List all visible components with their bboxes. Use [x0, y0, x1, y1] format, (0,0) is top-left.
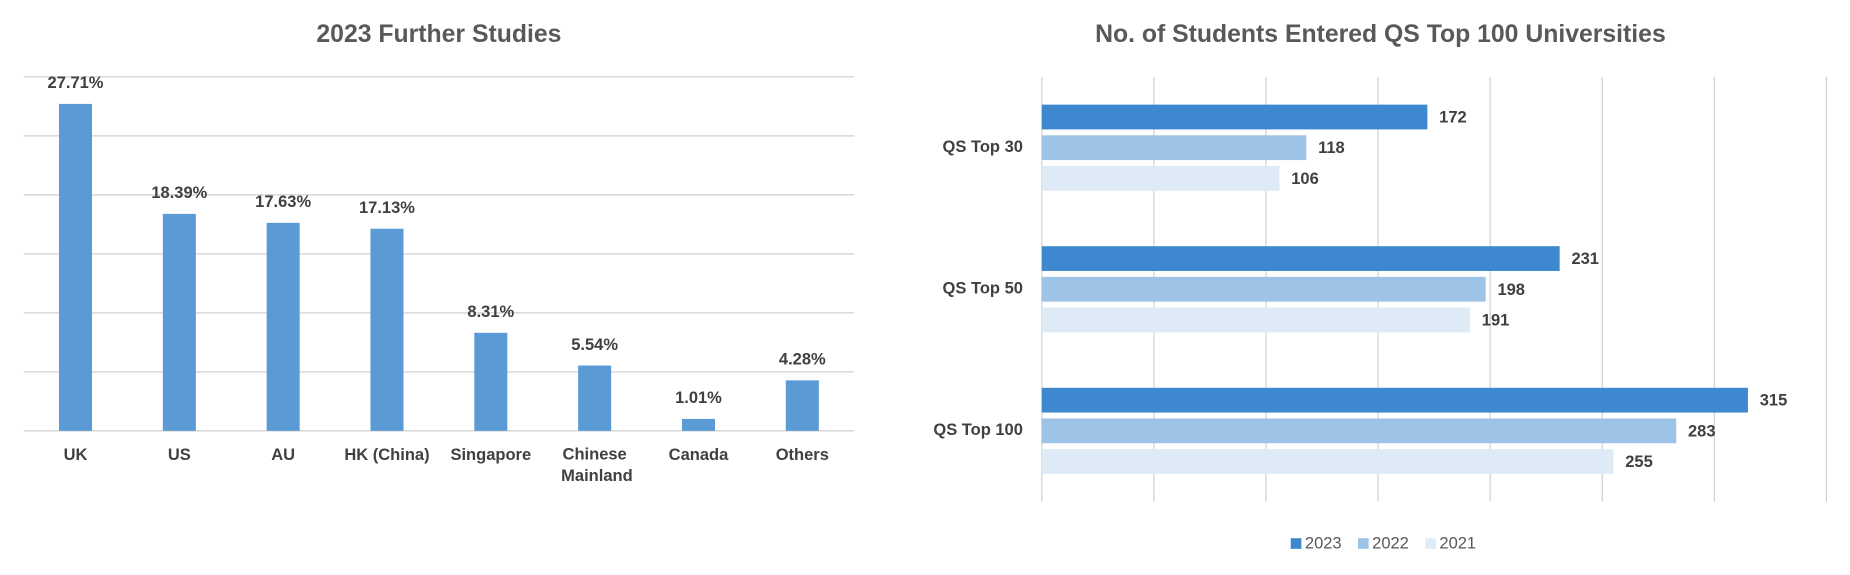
y-tick-label: QS Top 50 [943, 280, 1023, 298]
bar [1041, 104, 1428, 130]
label-line: Chinese [563, 446, 627, 464]
data-label: 231 [1571, 250, 1599, 268]
x-tick-label: HK (China) [344, 446, 429, 464]
data-label: 106 [1291, 170, 1319, 188]
bar [1041, 387, 1748, 413]
bar [681, 418, 715, 431]
bar [1041, 418, 1677, 444]
legend-label: 2022 [1372, 534, 1409, 552]
data-label: 191 [1482, 311, 1510, 329]
legend-swatch [1358, 538, 1369, 549]
data-label: 27.71% [48, 74, 104, 92]
x-tick-label: Others [776, 446, 829, 464]
x-tick-label: AU [271, 446, 295, 464]
data-label: 8.31% [467, 303, 514, 321]
legend-label: 2023 [1305, 534, 1342, 552]
data-label: 1.01% [675, 389, 722, 407]
bar [1041, 165, 1280, 191]
data-label: 17.63% [255, 193, 311, 211]
x-tick-label: Chinese Mainland [557, 446, 633, 485]
legend-swatch [1290, 538, 1302, 549]
y-tick-label: QS Top 30 [943, 138, 1023, 156]
bar [1041, 135, 1307, 161]
data-label: 283 [1688, 422, 1716, 440]
data-label: 4.28% [779, 351, 826, 369]
x-tick-label: UK [64, 446, 88, 464]
data-label: 118 [1318, 139, 1345, 157]
chart-title: No. of Students Entered QS Top 100 Unive… [1095, 21, 1666, 48]
bar [578, 365, 612, 431]
bar [1041, 307, 1470, 333]
bar [162, 213, 196, 431]
x-tick-label: Canada [669, 446, 729, 464]
data-label: 315 [1760, 392, 1788, 410]
data-label: 198 [1497, 281, 1525, 299]
bar [1041, 246, 1560, 271]
bar [1041, 276, 1486, 302]
bar [370, 228, 404, 431]
bar [785, 380, 819, 431]
bar [474, 332, 508, 431]
data-label: 172 [1439, 109, 1467, 127]
bar [266, 222, 300, 431]
chart-title: 2023 Further Studies [316, 21, 561, 48]
data-label: 255 [1625, 453, 1653, 471]
bar [1041, 449, 1614, 474]
data-label: 5.54% [571, 336, 618, 354]
legend-swatch [1425, 538, 1436, 549]
x-tick-label: US [168, 446, 191, 464]
label-line: Mainland [557, 467, 633, 485]
bar [58, 103, 93, 431]
y-tick-label: QS Top 100 [933, 421, 1023, 439]
x-tick-label: Singapore [450, 446, 531, 464]
data-label: 17.13% [359, 199, 415, 217]
legend-label: 2021 [1439, 534, 1476, 552]
data-label: 18.39% [151, 184, 207, 202]
